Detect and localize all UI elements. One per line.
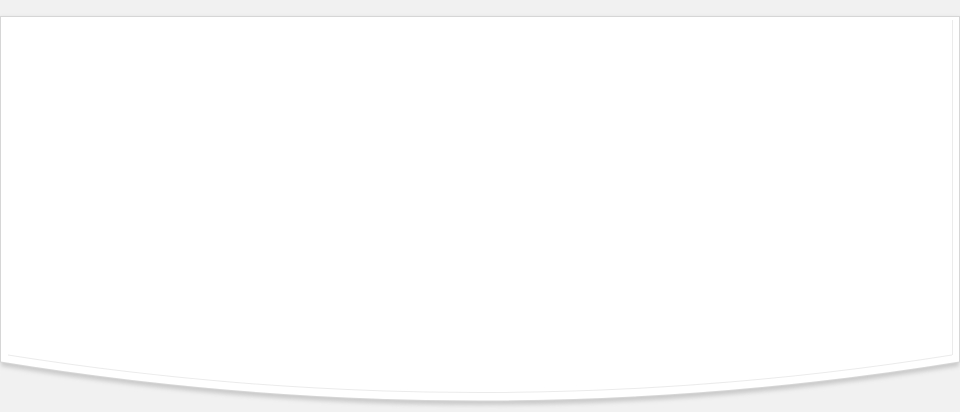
card-surface <box>0 16 960 402</box>
card-inner-bottom-edge <box>7 354 953 393</box>
